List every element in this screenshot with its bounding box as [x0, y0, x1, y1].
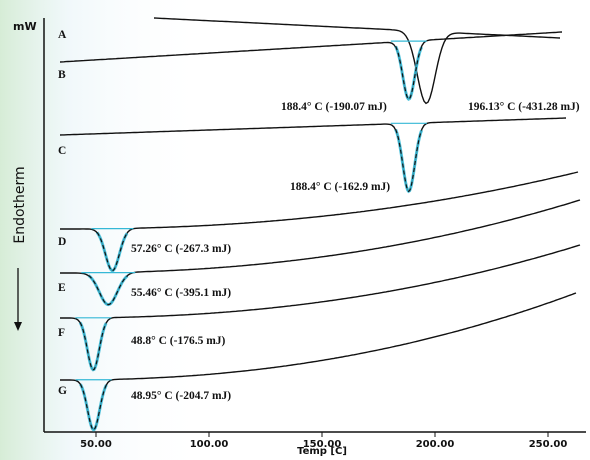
peak-fit-G	[79, 383, 108, 432]
peak-fit-dashed-G	[79, 383, 107, 431]
series-label-F: F	[58, 327, 65, 339]
peak-fit-E	[87, 274, 129, 307]
trace-F	[60, 244, 581, 371]
x-axis-title: Temp [C]	[297, 446, 347, 457]
trace-D	[60, 171, 579, 272]
peak-label-C: 188.4° C (-162.9 mJ)	[290, 181, 390, 193]
trace-E	[60, 199, 581, 306]
peak-label-E: 55.46° C (-395.1 mJ)	[131, 287, 231, 299]
peak-fit-B	[394, 45, 423, 101]
endotherm-label: Endotherm	[12, 166, 28, 243]
peak-fit-C	[394, 128, 424, 194]
peak-fit-dashed-E	[88, 275, 128, 306]
peak-label-F: 48.8° C (-176.5 mJ)	[131, 335, 226, 347]
peak-labels: 196.13° C (-431.28 mJ) 188.4° C (-190.07 …	[131, 101, 580, 402]
peak-fit-dashed-F	[79, 322, 107, 371]
endotherm-arrowhead-icon	[14, 322, 22, 331]
y-unit-label: mW	[13, 20, 37, 33]
series-label-D: D	[58, 236, 66, 248]
trace-G	[60, 292, 577, 431]
x-tick-label: 50.00	[80, 439, 112, 450]
peak-label-G: 48.95° C (-204.7 mJ)	[131, 390, 231, 402]
peak-fit-dashed-C	[395, 129, 423, 193]
x-tick-label: 100.00	[190, 439, 229, 450]
peak-fit-D	[95, 231, 129, 273]
traces	[59, 17, 581, 431]
peak-fit-F	[78, 321, 108, 372]
peak-fit-dashed-B	[395, 46, 423, 100]
series-label-E: E	[58, 282, 66, 294]
x-tick-label: 200.00	[416, 439, 455, 450]
series-labels: A B C D E F G	[58, 29, 67, 397]
peak-label-D: 57.26° C (-267.3 mJ)	[131, 243, 231, 255]
x-tick-label: 250.00	[529, 439, 568, 450]
series-label-B: B	[58, 69, 66, 81]
trace-C	[59, 117, 567, 192]
series-label-G: G	[58, 385, 67, 397]
peak-fits	[75, 40, 427, 432]
x-ticks: 50.00 100.00 150.00 200.00 250.00	[80, 432, 567, 450]
series-label-A: A	[58, 29, 67, 41]
x-tick-label: 150.00	[303, 439, 342, 450]
trace-A	[153, 17, 561, 105]
peak-label-A: 196.13° C (-431.28 mJ)	[468, 101, 580, 113]
trace-B	[59, 31, 563, 100]
series-label-C: C	[58, 145, 66, 157]
peak-label-B: 188.4° C (-190.07 mJ)	[281, 101, 387, 113]
